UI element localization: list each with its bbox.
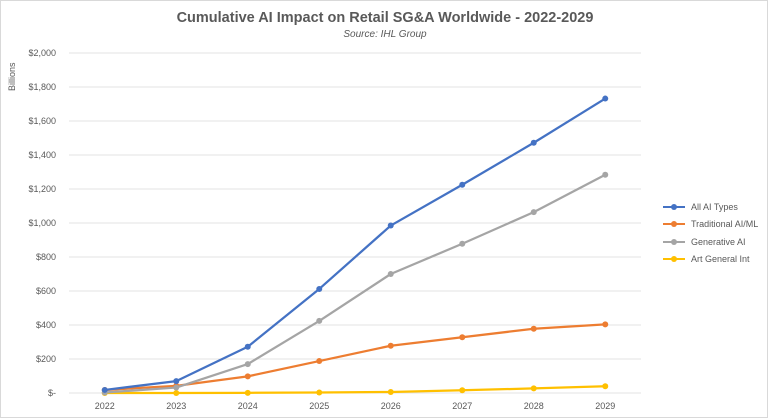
y-tick-label: $1,800 [28, 82, 56, 92]
y-tick-label: $1,600 [28, 116, 56, 126]
data-point [244, 389, 251, 396]
data-point [602, 383, 609, 390]
data-point [459, 240, 466, 247]
data-point [459, 334, 466, 341]
legend-marker [663, 256, 685, 263]
y-tick-label: $2,000 [28, 48, 56, 58]
y-tick-label: $1,400 [28, 150, 56, 160]
data-point [244, 361, 251, 368]
data-point [387, 342, 394, 349]
data-point [173, 378, 180, 385]
y-tick-label: $1,000 [28, 218, 56, 228]
chart-title: Cumulative AI Impact on Retail SG&A Worl… [176, 10, 594, 26]
legend-dot [671, 238, 677, 245]
y-tick-label: $400 [36, 320, 56, 330]
legend-label: All AI Types [691, 201, 738, 212]
data-point [101, 386, 108, 393]
legend-item: Traditional AI/ML [663, 216, 758, 234]
data-point [459, 181, 466, 188]
legend-label: Generative AI [691, 236, 746, 247]
data-point [173, 384, 180, 391]
legend-item: Art General Int [663, 251, 758, 269]
legend-dot [671, 256, 677, 263]
x-tick-label: 2024 [238, 401, 258, 411]
x-tick-label: 2027 [452, 401, 472, 411]
legend-label: Art General Int [691, 254, 750, 265]
legend-label: Traditional AI/ML [691, 219, 759, 230]
data-point [530, 209, 537, 216]
legend-dot [671, 203, 677, 210]
legend-item: All AI Types [663, 198, 758, 216]
data-point [387, 271, 394, 277]
series-line [104, 173, 606, 394]
legend-marker [663, 221, 685, 228]
legend-item: Generative AI [663, 233, 758, 251]
data-point [387, 222, 394, 229]
x-tick-label: 2028 [524, 401, 544, 411]
data-point [244, 373, 251, 380]
y-tick-label: $200 [36, 354, 56, 364]
series-art-general-int [101, 383, 609, 396]
data-point [602, 95, 609, 102]
data-point [459, 387, 466, 394]
data-point [387, 388, 394, 395]
data-point [530, 325, 537, 332]
legend-marker [663, 203, 685, 210]
data-point [316, 317, 323, 324]
y-tick-label: $1,200 [28, 184, 56, 194]
data-point [530, 139, 537, 146]
legend: All AI Types Traditional AI/ML Generative … [663, 198, 758, 268]
y-tick-label: $- [48, 388, 56, 398]
data-point [316, 285, 323, 292]
series-all-ai-types [101, 95, 609, 393]
data-point [316, 358, 323, 365]
series-line [104, 385, 606, 395]
data-point [602, 321, 609, 328]
x-tick-label: 2022 [95, 401, 115, 411]
chart-subtitle: Source: IHL Group [343, 29, 427, 40]
legend-dot [671, 221, 677, 228]
data-point [316, 389, 323, 396]
data-point [530, 385, 537, 392]
data-point [244, 343, 251, 350]
x-tick-label: 2023 [166, 401, 186, 411]
data-point [173, 390, 180, 396]
series-line [104, 97, 606, 392]
series-generative-ai [101, 171, 609, 396]
x-tick-label: 2026 [381, 401, 401, 411]
data-point [602, 171, 609, 178]
y-tick-label: $800 [36, 252, 56, 262]
x-tick-label: 2029 [595, 401, 615, 411]
legend-marker [663, 238, 685, 245]
y-tick-label: $600 [36, 286, 56, 296]
x-tick-label: 2025 [309, 401, 329, 411]
